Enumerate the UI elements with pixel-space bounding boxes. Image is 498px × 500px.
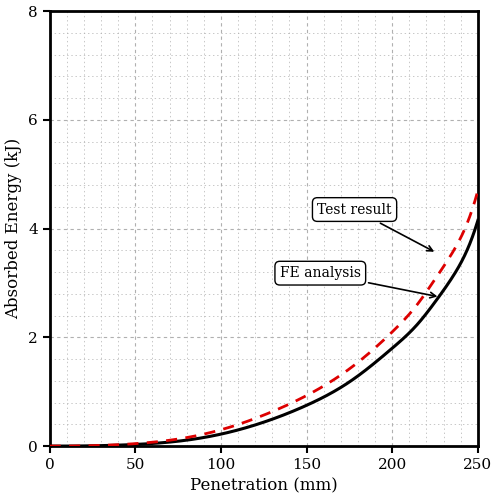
- Text: Test result: Test result: [317, 202, 433, 251]
- Text: FE analysis: FE analysis: [280, 266, 436, 298]
- Y-axis label: Absorbed Energy (kJ): Absorbed Energy (kJ): [5, 138, 22, 319]
- X-axis label: Penetration (mm): Penetration (mm): [190, 478, 338, 494]
